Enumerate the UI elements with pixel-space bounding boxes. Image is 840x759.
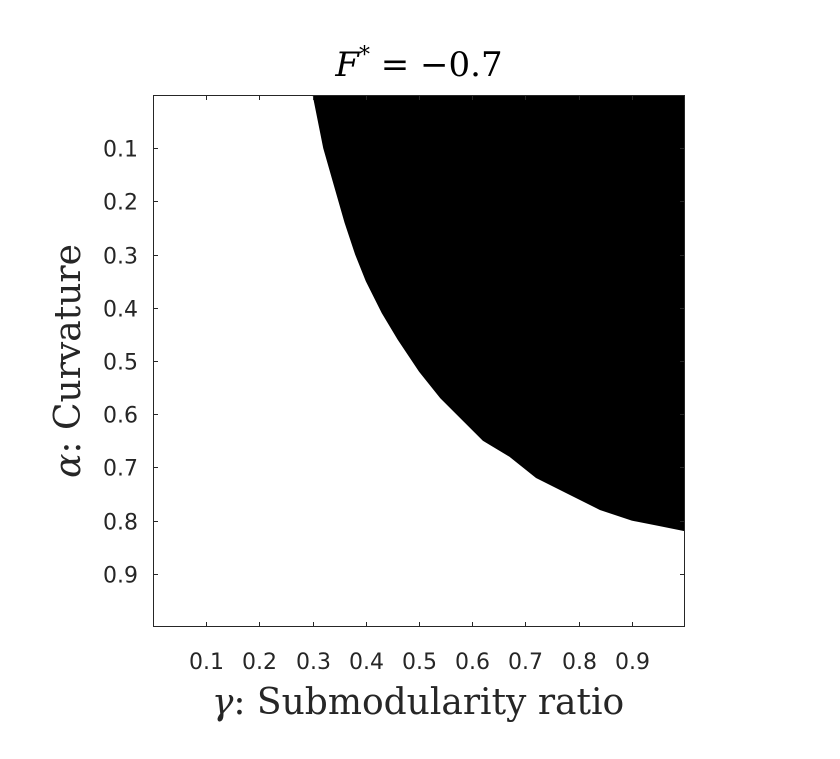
filled-region — [312, 95, 685, 532]
y-tick-label: 0.6 — [103, 404, 138, 429]
x-axis-label-text: : Submodularity ratio — [233, 682, 624, 723]
y-tick-label: 0.4 — [103, 298, 138, 323]
y-tick-label: 0.5 — [103, 351, 138, 376]
x-tick-label: 0.9 — [615, 650, 650, 675]
x-tick-label: 0.4 — [349, 650, 384, 675]
x-axis-label-symbol: γ — [212, 682, 234, 723]
y-tick-label: 0.7 — [103, 457, 138, 482]
x-axis-label: γ: Submodularity ratio — [212, 682, 624, 723]
x-tick-label: 0.7 — [508, 650, 543, 675]
chart-title-rest: = −0.7 — [370, 45, 503, 85]
y-axis-label: α: Curvature — [48, 244, 89, 478]
y-tick-label: 0.8 — [103, 511, 138, 536]
ticks-group: 0.1 0.2 0.3 0.4 0.5 0.6 0.7 0.8 0.9 0.1 0.2 0.3 0.4 0… — [103, 95, 685, 675]
x-tick-label: 0.1 — [189, 650, 224, 675]
y-tick-label: 0.3 — [103, 245, 138, 270]
y-tick-label: 0.9 — [103, 564, 138, 589]
x-tick-label: 0.2 — [242, 650, 277, 675]
chart-title-var: F — [334, 45, 360, 85]
x-tick-label: 0.6 — [455, 650, 490, 675]
y-tick-label: 0.1 — [103, 138, 138, 163]
x-tick-label: 0.5 — [402, 650, 437, 675]
y-axis-label-symbol: α — [48, 454, 89, 478]
x-tick-label: 0.3 — [296, 650, 331, 675]
x-tick-label: 0.8 — [562, 650, 597, 675]
y-axis-label-text: : Curvature — [48, 244, 89, 453]
chart-title-sup: * — [359, 43, 370, 68]
y-tick-label: 0.2 — [103, 191, 138, 216]
chart-title: F* = −0.7 — [334, 43, 502, 85]
